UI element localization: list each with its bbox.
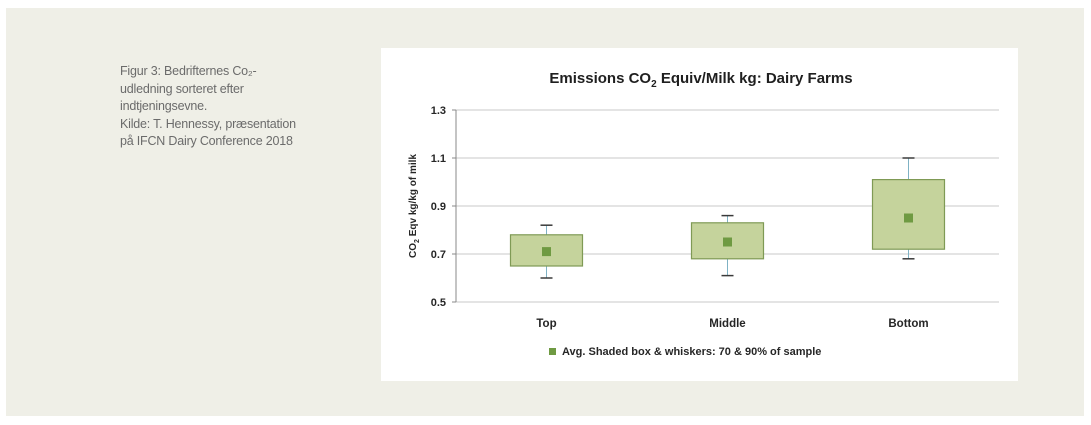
caption-line-5: på IFCN Dairy Conference 2018	[120, 134, 293, 148]
caption-line-1: Figur 3: Bedrifternes Co₂-	[120, 64, 257, 78]
y-tick-label: 0.5	[431, 297, 446, 309]
boxes	[509, 157, 946, 279]
y-tick-label: 1.1	[431, 153, 446, 165]
box-whisker-chart: Emissions CO2 Equiv/Milk kg: Dairy Farms…	[408, 70, 999, 358]
y-axis-label: CO2 Eqv kg/kg of milk	[408, 154, 421, 258]
y-axis-label-suffix: Eqv kg/kg of milk	[408, 154, 419, 239]
y-tick-label: 0.9	[431, 201, 446, 213]
box-group-top	[509, 224, 584, 279]
caption-line-4: Kilde: T. Hennessy, præsentation	[120, 116, 296, 131]
y-axis-label-sub: 2	[414, 239, 421, 243]
chart-title-prefix: Emissions CO	[549, 70, 651, 87]
category-label: Top	[536, 318, 556, 330]
y-tick-label: 1.3	[431, 105, 446, 117]
avg-marker	[542, 247, 551, 257]
avg-marker	[904, 213, 913, 223]
y-axis-label-prefix: CO	[408, 243, 419, 258]
chart-title: Emissions CO2 Equiv/Milk kg: Dairy Farms	[549, 70, 852, 90]
chart-card: Emissions CO2 Equiv/Milk kg: Dairy Farms…	[381, 48, 1018, 381]
category-label: Middle	[709, 318, 745, 330]
box-group-middle	[690, 214, 765, 277]
figure-caption: Figur 3: Bedrifternes Co₂- udledning sor…	[120, 63, 360, 151]
y-tick-labels: 0.5 0.7 0.9 1.1 1.3	[431, 105, 446, 309]
y-tick-label: 0.7	[431, 249, 446, 261]
box-group-bottom	[871, 157, 946, 260]
legend-avg-marker	[549, 348, 556, 355]
x-category-labels: Top Middle Bottom	[536, 318, 928, 330]
legend-label: Avg. Shaded box & whiskers: 70 & 90% of …	[562, 346, 821, 358]
legend: Avg. Shaded box & whiskers: 70 & 90% of …	[549, 346, 821, 358]
chart-title-sub: 2	[651, 79, 657, 90]
avg-marker	[723, 237, 732, 247]
caption-line-3: indtjeningsevne.	[120, 99, 208, 113]
caption-line-2: udledning sorteret efter	[120, 81, 244, 96]
category-label: Bottom	[888, 318, 928, 330]
chart-title-suffix: Equiv/Milk kg: Dairy Farms	[657, 70, 853, 87]
